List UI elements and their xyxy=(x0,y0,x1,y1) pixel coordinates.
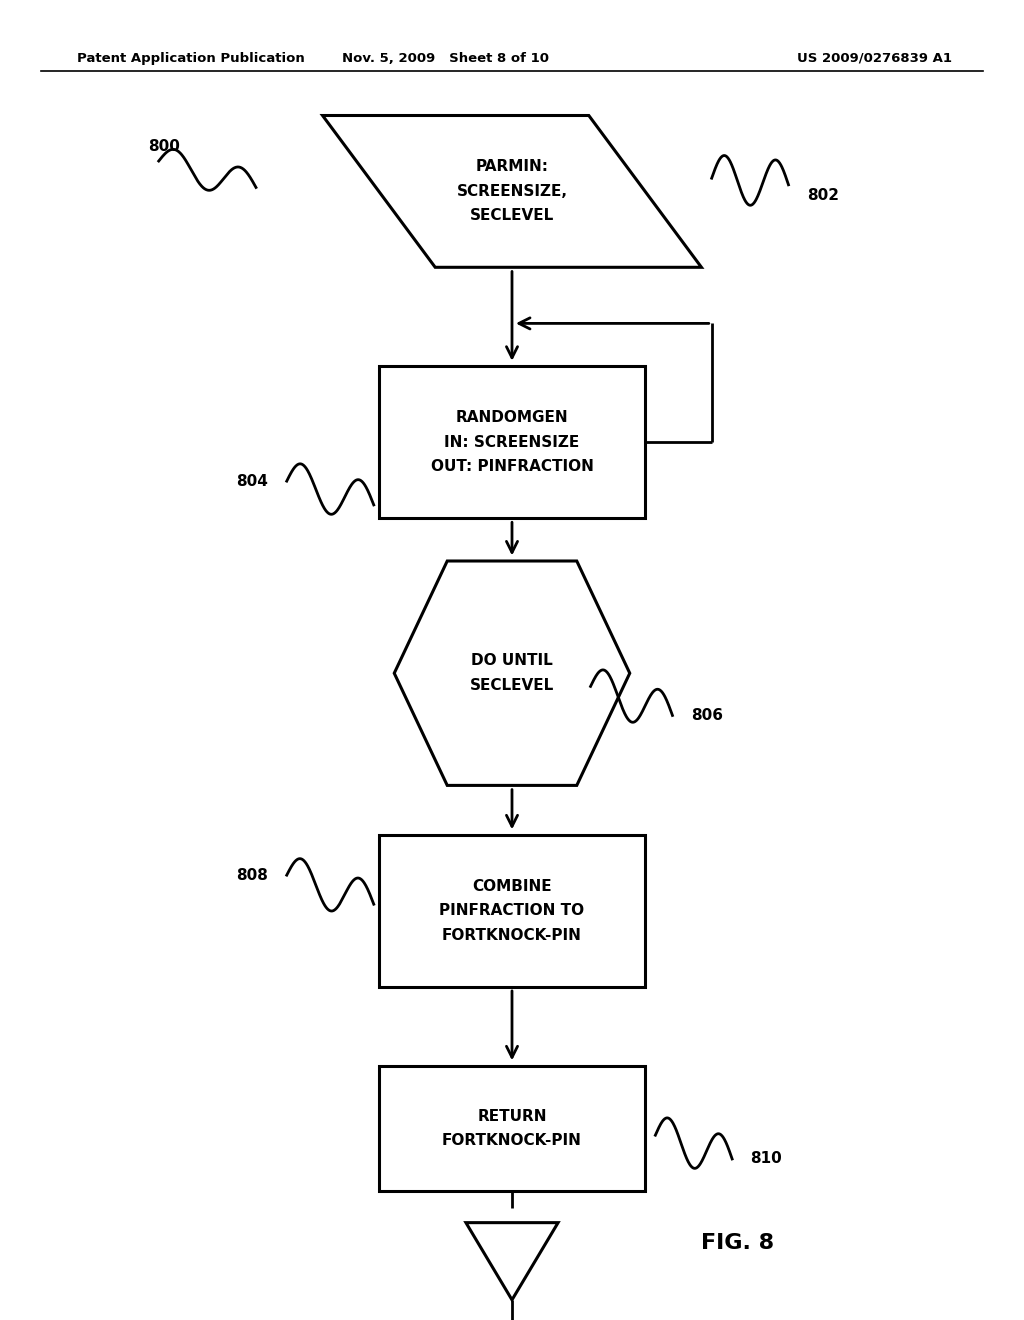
Text: 806: 806 xyxy=(691,708,723,723)
Text: Nov. 5, 2009   Sheet 8 of 10: Nov. 5, 2009 Sheet 8 of 10 xyxy=(342,51,549,65)
Text: COMBINE
PINFRACTION TO
FORTKNOCK-PIN: COMBINE PINFRACTION TO FORTKNOCK-PIN xyxy=(439,879,585,942)
Polygon shape xyxy=(466,1222,558,1300)
Polygon shape xyxy=(394,561,630,785)
Text: RETURN
FORTKNOCK-PIN: RETURN FORTKNOCK-PIN xyxy=(442,1109,582,1148)
Text: 804: 804 xyxy=(237,474,268,488)
Text: 810: 810 xyxy=(751,1151,782,1167)
Text: RANDOMGEN
IN: SCREENSIZE
OUT: PINFRACTION: RANDOMGEN IN: SCREENSIZE OUT: PINFRACTIO… xyxy=(430,411,594,474)
Text: 800: 800 xyxy=(148,140,180,154)
Text: DO UNTIL
SECLEVEL: DO UNTIL SECLEVEL xyxy=(470,653,554,693)
Text: US 2009/0276839 A1: US 2009/0276839 A1 xyxy=(798,51,952,65)
FancyBboxPatch shape xyxy=(379,1067,645,1191)
Text: 808: 808 xyxy=(237,867,268,883)
Text: PARMIN:
SCREENSIZE,
SECLEVEL: PARMIN: SCREENSIZE, SECLEVEL xyxy=(457,160,567,223)
Text: Patent Application Publication: Patent Application Publication xyxy=(77,51,304,65)
Text: 802: 802 xyxy=(807,187,839,203)
Text: FIG. 8: FIG. 8 xyxy=(700,1233,774,1254)
Polygon shape xyxy=(323,116,701,267)
FancyBboxPatch shape xyxy=(379,836,645,987)
FancyBboxPatch shape xyxy=(379,366,645,517)
